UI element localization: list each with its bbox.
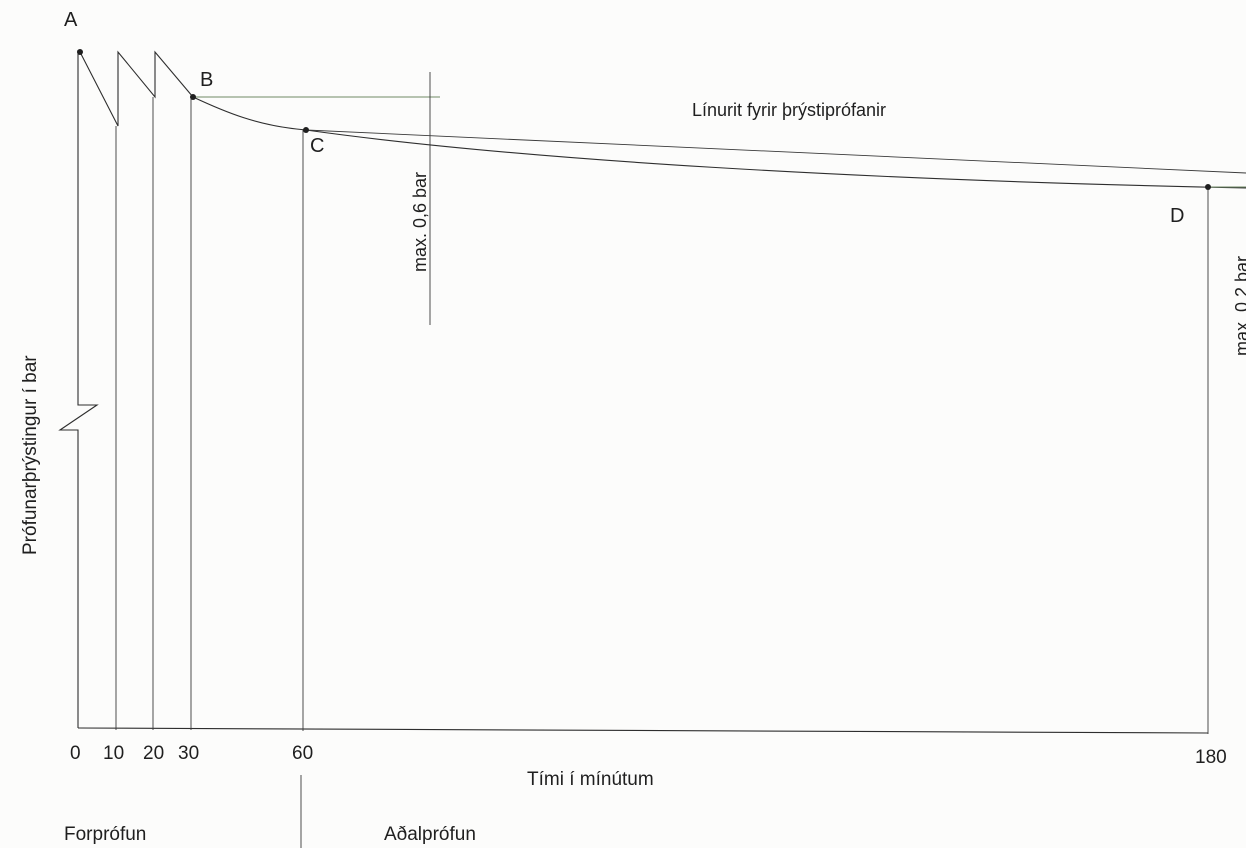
y-axis — [58, 50, 99, 728]
point-d-label: D — [1170, 205, 1184, 227]
pre-test-label: Forprófun — [64, 824, 146, 845]
main-test-label: Aðalprófun — [384, 824, 476, 845]
x-axis — [77, 727, 1209, 734]
curve-b-c — [192, 96, 307, 131]
x-tick-label: 60 — [292, 743, 313, 764]
curve-c-d — [305, 129, 1246, 189]
max-06-annotation: max. 0,6 bar — [410, 172, 430, 272]
point-c-dot — [303, 127, 309, 133]
max-02-annotation: max. 0,2 bar — [1232, 256, 1246, 356]
x-tick-label: 30 — [178, 743, 199, 764]
point-a-label: A — [64, 9, 78, 31]
x-tick-label: 180 — [1195, 747, 1227, 768]
c-reference-line — [305, 129, 1246, 174]
point-d-dot — [1205, 184, 1211, 190]
point-b-dot — [190, 94, 196, 100]
y-axis-label: Prófunarþrýstingur í bar — [20, 355, 41, 555]
chart-title: Línurit fyrir þrýstiprófanir — [692, 100, 886, 120]
point-c-label: C — [310, 135, 324, 157]
x-tick-label: 10 — [103, 743, 124, 764]
pre-test-sawtooth — [79, 50, 194, 127]
point-a-dot — [77, 49, 83, 55]
point-b-label: B — [200, 69, 213, 91]
x-axis-label: Tími í mínútum — [527, 769, 654, 790]
x-tick-label: 20 — [143, 743, 164, 764]
x-tick-label: 0 — [70, 743, 81, 764]
